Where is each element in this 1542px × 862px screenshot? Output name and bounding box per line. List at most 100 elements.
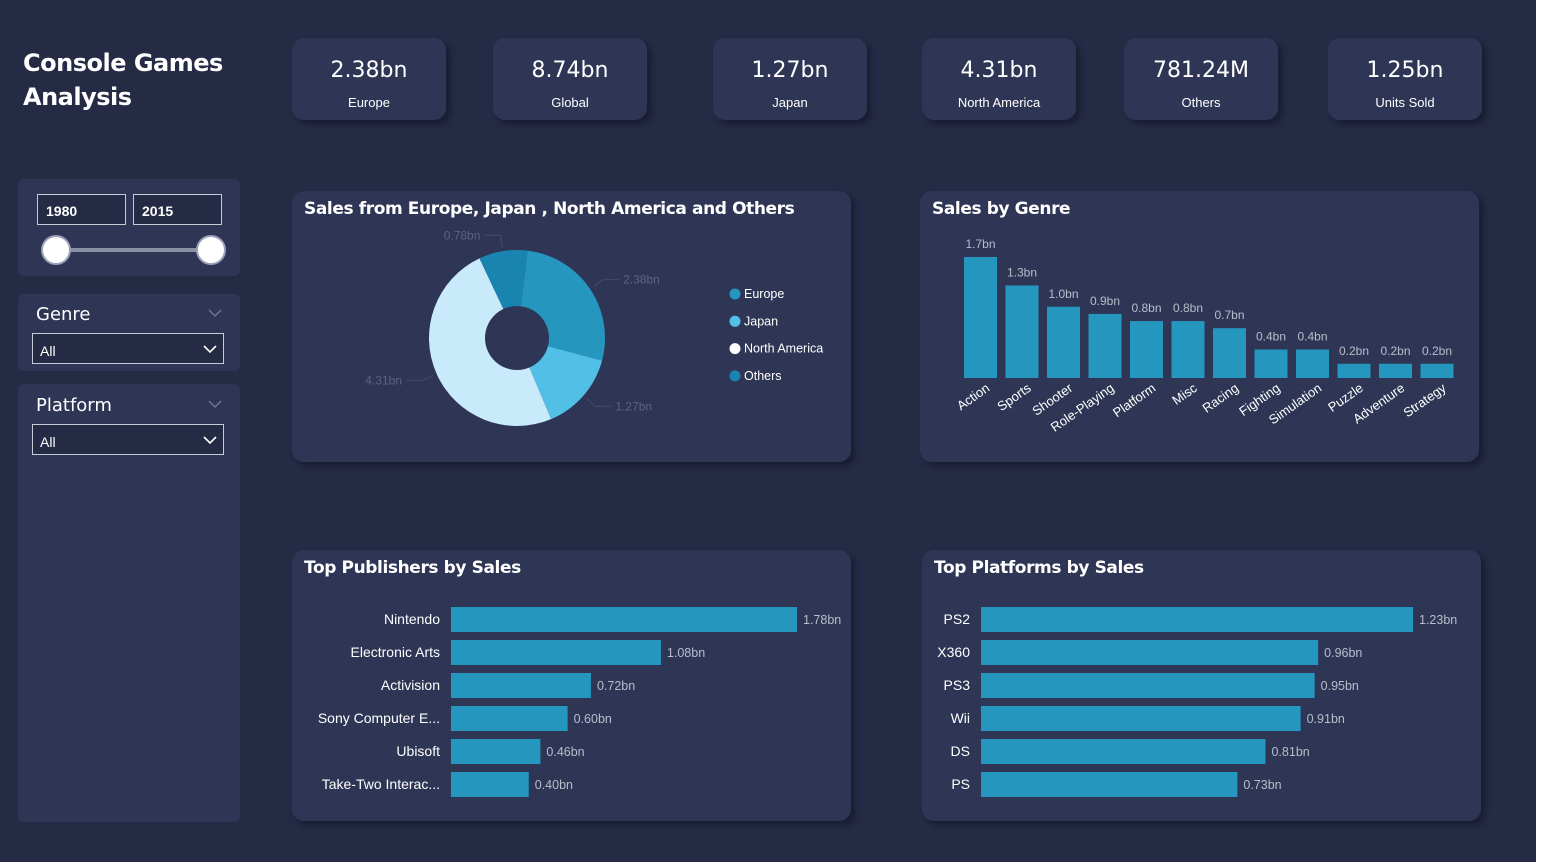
genre-dropdown[interactable]: All [32, 333, 224, 364]
genre-value-label: 1.0bn [1048, 287, 1078, 301]
genre-bar-puzzle[interactable] [1337, 363, 1371, 378]
publisher-value-label: 0.46bn [546, 745, 584, 759]
platform-bar-ds[interactable] [981, 739, 1266, 764]
platforms-panel: Top Platforms by Sales PS2 1.23bn X360 0.96… [922, 550, 1481, 821]
chevron-down-icon [203, 345, 217, 354]
genre-bar-simulation[interactable] [1296, 349, 1329, 378]
legend-marker-north-america [729, 343, 741, 355]
region-sales-donut-chart[interactable]: 2.38bn 1.27bn 4.31bn 0.78bn Europe Japan North… [292, 191, 851, 462]
publishers-title: Top Publishers by Sales [304, 558, 521, 578]
platform-axis-label: X360 [937, 644, 970, 660]
publisher-bar-take-two-interac[interactable] [451, 772, 529, 797]
genre-value-label: 0.4bn [1256, 330, 1286, 344]
year-from-input[interactable]: 1980 [37, 194, 126, 225]
genre-axis-label: Strategy [1400, 380, 1449, 420]
chevron-down-icon[interactable] [208, 306, 222, 320]
legend-label-north-america[interactable]: North America [744, 342, 823, 356]
platform-value-label: 0.73bn [1243, 778, 1281, 792]
publisher-value-label: 0.72bn [597, 679, 635, 693]
platform-axis-label: DS [951, 743, 970, 759]
genre-value-label: 0.2bn [1380, 344, 1410, 358]
genre-bar-fighting[interactable] [1254, 349, 1288, 378]
platform-bar-ps3[interactable] [981, 673, 1315, 698]
kpi-label: Units Sold [1375, 95, 1435, 110]
chevron-down-icon [203, 436, 217, 445]
legend-label-japan[interactable]: Japan [744, 314, 778, 328]
kpi-label: North America [957, 95, 1041, 110]
platform-dropdown-value: All [40, 434, 56, 450]
genre-slicer: Genre All [18, 294, 240, 371]
donut-slice-north-america[interactable] [428, 258, 552, 427]
legend-label-europe[interactable]: Europe [744, 287, 784, 301]
donut-leader-line [586, 398, 612, 407]
platform-value-label: 0.95bn [1321, 679, 1359, 693]
kpi-card-europe[interactable]: 2.38bn Europe [292, 38, 446, 120]
platform-value-label: 1.23bn [1419, 613, 1457, 627]
genre-bar-role-playing[interactable] [1088, 313, 1122, 378]
donut-slice-japan[interactable] [529, 346, 603, 420]
kpi-label: Japan [772, 95, 808, 110]
publisher-bar-sony-computer-e[interactable] [451, 706, 568, 731]
publisher-bar-activision[interactable] [451, 673, 591, 698]
genre-bar-misc[interactable] [1171, 321, 1205, 378]
kpi-value: 781.24M [1153, 58, 1249, 83]
genre-sales-bar-chart[interactable]: 1.7bnAction1.3bnSports1.0bnShooter0.9bnR… [920, 191, 1479, 462]
publisher-bar-ubisoft[interactable] [451, 739, 541, 764]
publisher-bar-electronic-arts[interactable] [451, 640, 661, 665]
platform-bar-ps2[interactable] [981, 607, 1413, 632]
platform-axis-label: PS2 [944, 611, 971, 627]
publisher-value-label: 0.40bn [535, 778, 573, 792]
kpi-card-others[interactable]: 781.24M Others [1124, 38, 1278, 120]
platform-value-label: 0.81bn [1271, 745, 1309, 759]
platforms-bar-chart[interactable]: PS2 1.23bn X360 0.96bn PS3 0.95bn Wii 0.91bn DS 0… [922, 550, 1481, 821]
publisher-axis-label: Sony Computer E... [318, 710, 440, 726]
window-edge [1536, 0, 1542, 862]
platform-bar-x360[interactable] [981, 640, 1319, 665]
genre-value-label: 0.4bn [1297, 330, 1327, 344]
kpi-label: Global [551, 95, 589, 110]
kpi-value: 2.38bn [330, 58, 408, 83]
kpi-card-global[interactable]: 8.74bn Global [493, 38, 647, 120]
year-slider-track[interactable] [56, 248, 210, 252]
donut-slice-europe[interactable] [520, 250, 605, 361]
platform-bar-ps[interactable] [981, 772, 1238, 797]
genre-bar-racing[interactable] [1213, 328, 1246, 378]
year-slider-start-handle[interactable] [41, 235, 71, 265]
genre-sales-panel: Sales by Genre 1.7bn Action 1.3bn Sports 1.0… [920, 191, 1479, 462]
year-slider-end-handle[interactable] [196, 235, 226, 265]
kpi-value: 1.27bn [751, 58, 829, 83]
genre-bar-shooter[interactable] [1047, 306, 1080, 378]
genre-value-label: 0.2bn [1339, 344, 1369, 358]
genre-value-label: 0.2bn [1422, 344, 1452, 358]
year-to-input[interactable]: 2015 [133, 194, 222, 225]
genre-value-label: 1.7bn [965, 237, 995, 251]
genre-bar-platform[interactable] [1130, 321, 1163, 378]
legend-marker-japan [729, 315, 741, 327]
kpi-card-north-america[interactable]: 4.31bn North America [922, 38, 1076, 120]
donut-value-label: 0.78bn [444, 228, 481, 242]
donut-value-label: 1.27bn [615, 399, 652, 413]
platform-axis-label: PS3 [944, 677, 971, 693]
publisher-axis-label: Take-Two Interac... [322, 776, 440, 792]
genre-axis-label: Platform [1110, 380, 1158, 420]
publishers-bar-chart[interactable]: Nintendo 1.78bn Electronic Arts 1.08bn Activ… [292, 550, 851, 821]
region-sales-title: Sales from Europe, Japan , North America… [304, 199, 795, 219]
kpi-card-japan[interactable]: 1.27bn Japan [713, 38, 867, 120]
donut-leader-line [592, 279, 620, 287]
chevron-down-icon[interactable] [208, 397, 222, 411]
genre-bar-sports[interactable] [1005, 285, 1039, 378]
genre-dropdown-value: All [40, 343, 56, 359]
genre-value-label: 1.3bn [1007, 265, 1037, 279]
kpi-card-units-sold[interactable]: 1.25bn Units Sold [1328, 38, 1482, 120]
platform-bar-wii[interactable] [981, 706, 1301, 731]
publisher-bar-nintendo[interactable] [451, 607, 797, 632]
donut-leader-line [406, 374, 434, 381]
donut-value-label: 2.38bn [623, 273, 660, 287]
genre-bar-strategy[interactable] [1420, 363, 1454, 378]
platform-dropdown[interactable]: All [32, 424, 224, 455]
legend-label-others[interactable]: Others [744, 369, 782, 383]
genre-bar-adventure[interactable] [1379, 363, 1412, 378]
genre-bar-action[interactable] [964, 257, 997, 378]
donut-slice-others[interactable] [479, 250, 528, 310]
publisher-axis-label: Activision [381, 677, 440, 693]
